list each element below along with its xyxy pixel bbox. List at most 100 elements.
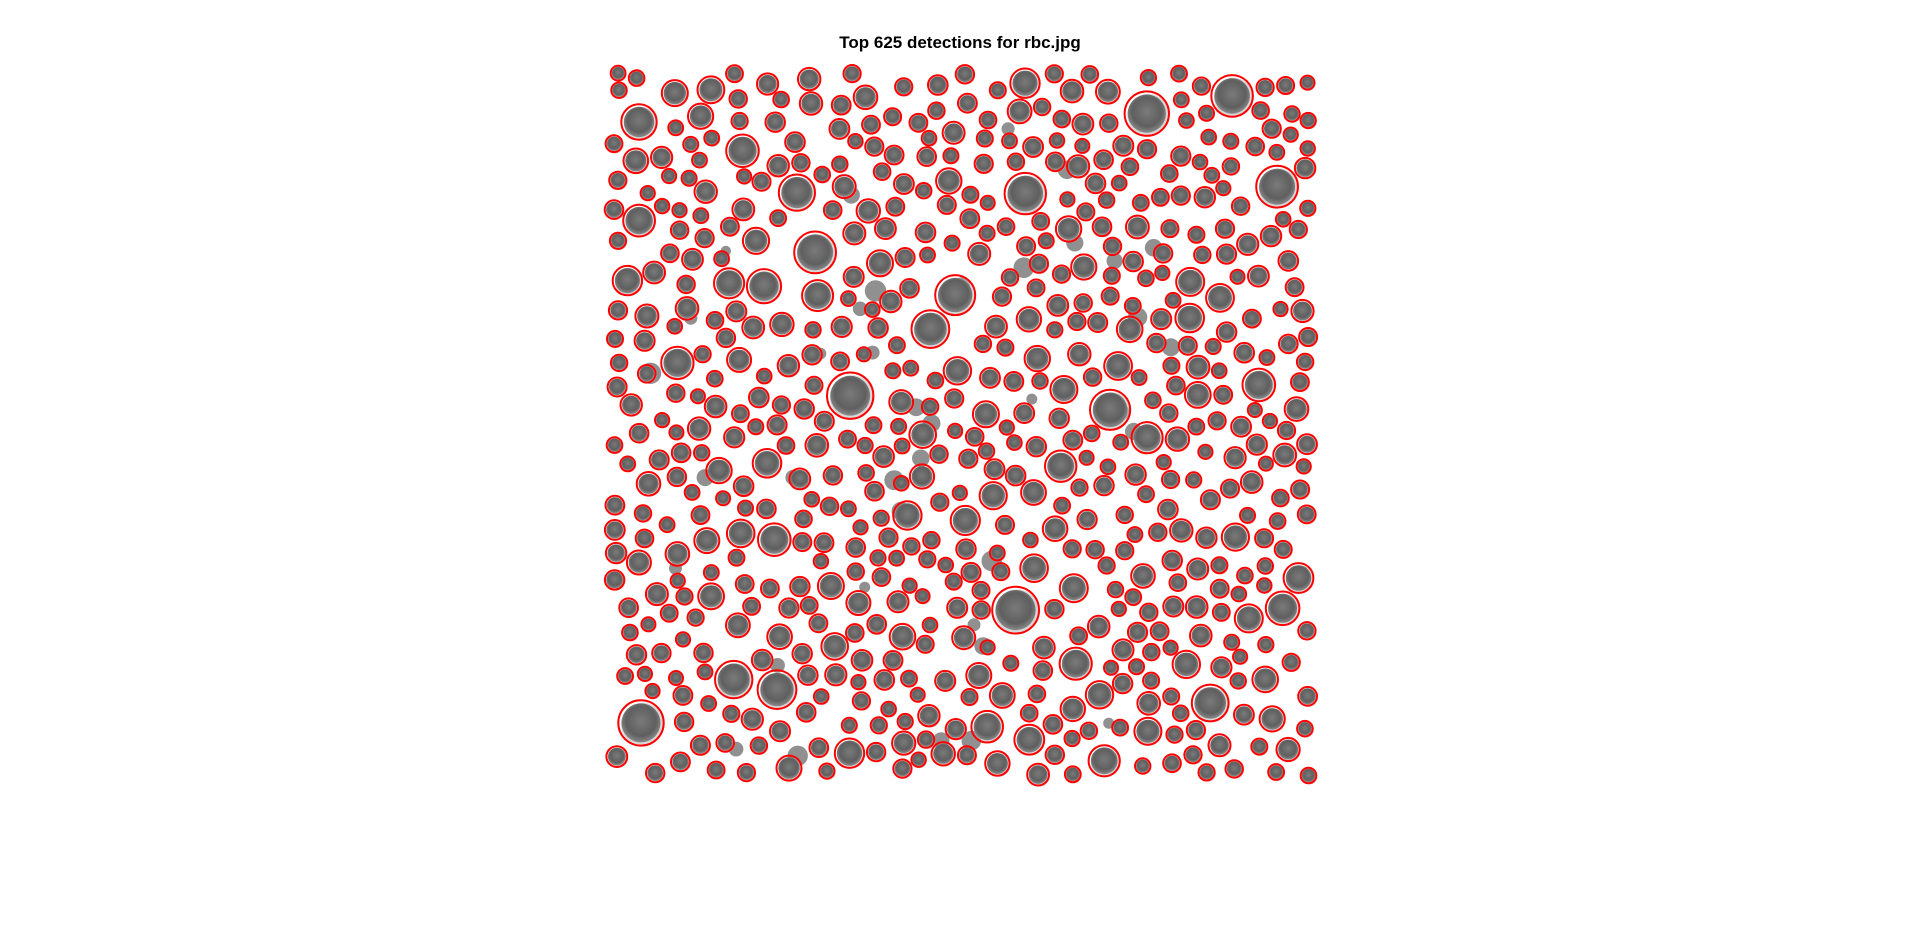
- detection-circle: [697, 582, 725, 611]
- blood-cell: [1164, 597, 1182, 616]
- blood-cell: [1206, 340, 1220, 353]
- blood-cell: [674, 687, 691, 704]
- blood-cell: [937, 170, 960, 192]
- detection-circle: [1178, 112, 1195, 129]
- blood-cell: [1258, 559, 1272, 573]
- blood-cell: [952, 507, 978, 534]
- blood-cell: [830, 120, 848, 138]
- blood-cell: [874, 447, 893, 466]
- detection-circle: [977, 442, 996, 460]
- detection-circle: [740, 707, 764, 731]
- blood-cell: [920, 552, 935, 567]
- blood-cell: [733, 406, 748, 421]
- detection-circle: [886, 590, 910, 614]
- blood-cell: [1139, 487, 1153, 502]
- blood-cell: [854, 521, 867, 534]
- blood-cell: [1252, 739, 1267, 754]
- blood-cell: [670, 426, 683, 439]
- detection-circle: [1282, 562, 1315, 594]
- blood-cell: [1012, 70, 1038, 96]
- detection-circle: [791, 643, 813, 665]
- detection-circle: [769, 209, 788, 228]
- detection-circle: [608, 231, 628, 250]
- detection-circle: [978, 224, 996, 242]
- detection-circle: [1295, 352, 1315, 372]
- detection-circle: [1204, 338, 1222, 355]
- blood-cell: [1027, 438, 1045, 456]
- blood-cell: [1254, 668, 1277, 691]
- blood-cell: [1118, 318, 1141, 341]
- detection-circle: [941, 120, 966, 145]
- detection-circle: [921, 616, 939, 634]
- blood-cell: [874, 511, 888, 525]
- detection-circle: [971, 580, 991, 600]
- blood-cell: [663, 81, 686, 105]
- blood-cell: [700, 585, 723, 608]
- detection-circle: [682, 135, 700, 153]
- detection-circle: [867, 317, 889, 339]
- blood-cell: [1208, 285, 1232, 310]
- blood-cell: [696, 529, 718, 552]
- detection-circle: [864, 301, 881, 318]
- detection-circle: [1001, 132, 1018, 150]
- blood-cell: [732, 114, 747, 128]
- blood-cell: [823, 635, 847, 658]
- detection-circle: [776, 436, 796, 455]
- detection-circle: [1049, 375, 1079, 404]
- blood-cell: [625, 150, 647, 172]
- detection-circle: [725, 518, 756, 549]
- detection-circle: [703, 129, 721, 147]
- detection-circle: [1290, 298, 1315, 324]
- detection-circle: [1232, 648, 1249, 665]
- detection-circle: [812, 688, 830, 705]
- detection-circle: [693, 642, 714, 664]
- detection-circle: [1166, 375, 1186, 396]
- blood-cell: [1009, 101, 1030, 122]
- blood-cell: [1022, 481, 1045, 504]
- detection-circle: [1229, 268, 1246, 285]
- detection-circle: [1298, 327, 1319, 347]
- detection-circle: [1063, 765, 1082, 784]
- blood-cell: [693, 153, 706, 167]
- blood-cell: [647, 765, 664, 781]
- blood-cell: [620, 599, 637, 616]
- detection-circle: [625, 549, 652, 576]
- detection-circle: [1111, 638, 1135, 662]
- detection-circle: [949, 504, 981, 537]
- blood-cell: [923, 618, 937, 632]
- blood-cell: [891, 625, 914, 648]
- blood-cell: [1162, 166, 1177, 181]
- blood-cell: [606, 497, 623, 514]
- detection-circle: [1102, 236, 1123, 257]
- detection-circle: [610, 81, 628, 99]
- blood-cell: [774, 92, 788, 107]
- blood-cell: [1168, 378, 1184, 394]
- blood-cell: [1132, 371, 1146, 384]
- blood-cell: [1062, 698, 1084, 720]
- blood-cell: [753, 174, 770, 190]
- blood-cell: [804, 282, 831, 309]
- detection-circle: [1272, 300, 1289, 318]
- detection-circle: [666, 466, 688, 488]
- blood-cell: [1171, 520, 1191, 541]
- blood-cell: [895, 439, 909, 453]
- blood-cell: [1273, 490, 1288, 506]
- detection-circle: [845, 537, 867, 558]
- blood-cell: [842, 292, 855, 305]
- blood-cell: [662, 606, 677, 621]
- blood-cell: [1298, 354, 1313, 369]
- blood-cell: [1018, 238, 1034, 254]
- blood-cell: [758, 74, 777, 94]
- detection-circle: [1126, 526, 1144, 543]
- detection-circle: [1042, 714, 1064, 735]
- blood-cell: [1015, 404, 1033, 422]
- blood-cell: [1003, 134, 1016, 148]
- detection-circle: [689, 734, 711, 756]
- blood-cell: [1259, 168, 1296, 205]
- detection-circle: [1197, 443, 1214, 460]
- detection-circle: [944, 388, 965, 409]
- detection-circle: [1003, 371, 1025, 392]
- detection-circle: [1091, 216, 1113, 238]
- detection-circle: [1123, 90, 1170, 137]
- detection-circle: [1110, 600, 1127, 618]
